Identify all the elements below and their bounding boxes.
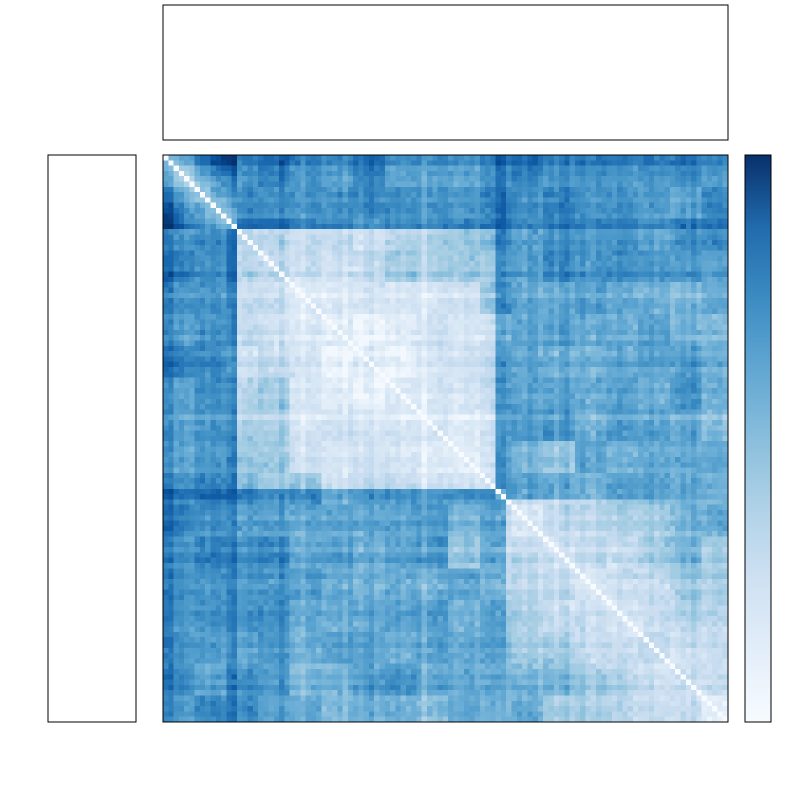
row-dendrogram-frame	[47, 154, 137, 723]
heatmap-border	[162, 154, 729, 723]
column-dendrogram-frame	[162, 4, 729, 141]
distance-matrix-heatmap[interactable]	[162, 154, 729, 723]
heatmap-cell-grid	[163, 155, 729, 723]
column-dendrogram[interactable]	[162, 4, 729, 141]
colorbar-gradient	[744, 154, 772, 723]
distance-colorbar[interactable]	[744, 154, 772, 723]
row-dendrogram[interactable]	[47, 154, 137, 723]
